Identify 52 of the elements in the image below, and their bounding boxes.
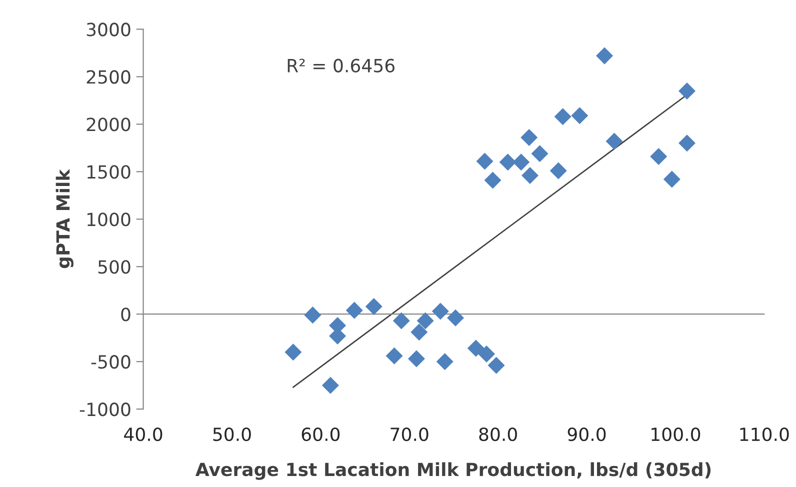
point bbox=[678, 82, 696, 100]
y-tick-label: 2000 bbox=[86, 118, 130, 132]
point bbox=[432, 302, 449, 320]
point bbox=[416, 312, 434, 330]
y-tick-label: 2500 bbox=[86, 70, 130, 84]
point bbox=[322, 376, 339, 394]
y-axis-title: gPTA Milk bbox=[56, 168, 74, 268]
point bbox=[436, 353, 454, 370]
y-tick-label: 1000 bbox=[88, 212, 130, 226]
y-tick-label: 500 bbox=[98, 260, 130, 274]
point bbox=[446, 309, 464, 326]
annotation: R² = 0.6456 bbox=[288, 58, 395, 72]
point bbox=[304, 306, 322, 324]
point bbox=[596, 47, 614, 64]
x-tick-label: 100.0 bbox=[652, 427, 700, 442]
x-tick-label: 40.0 bbox=[124, 427, 162, 442]
x-tick-label: 90.0 bbox=[568, 427, 606, 442]
point bbox=[467, 340, 484, 357]
point bbox=[284, 344, 302, 361]
x-tick-label: 70.0 bbox=[390, 427, 428, 442]
point bbox=[499, 154, 516, 171]
point bbox=[484, 172, 502, 189]
point bbox=[554, 108, 572, 126]
y-tick-label: -500 bbox=[91, 355, 130, 369]
x-tick-label: 110.0 bbox=[740, 427, 789, 442]
x-tick-label: 60.0 bbox=[302, 427, 340, 442]
point bbox=[650, 148, 668, 165]
point bbox=[476, 152, 494, 170]
point bbox=[550, 162, 567, 180]
y-tick-label: 0 bbox=[121, 308, 130, 322]
point bbox=[386, 347, 403, 364]
y-tick-label: 1500 bbox=[88, 165, 130, 179]
y-tick-label: 3000 bbox=[86, 22, 130, 36]
point bbox=[521, 166, 539, 184]
point bbox=[410, 324, 428, 341]
point bbox=[346, 302, 363, 319]
point bbox=[392, 312, 410, 330]
x-axis-title: Average 1st Lacation Milk Production, lbs/d (305d) bbox=[195, 462, 711, 480]
point bbox=[408, 350, 425, 368]
y-tick-label: -1000 bbox=[80, 402, 130, 416]
point bbox=[531, 145, 548, 162]
x-tick-label: 80.0 bbox=[479, 427, 517, 442]
point bbox=[520, 128, 538, 146]
point bbox=[663, 170, 680, 188]
point bbox=[488, 356, 505, 374]
point bbox=[678, 134, 696, 152]
point bbox=[478, 345, 496, 363]
point bbox=[365, 298, 382, 316]
point bbox=[512, 154, 530, 171]
point bbox=[571, 107, 588, 124]
x-tick-label: 50.0 bbox=[213, 427, 251, 442]
point bbox=[606, 132, 623, 150]
